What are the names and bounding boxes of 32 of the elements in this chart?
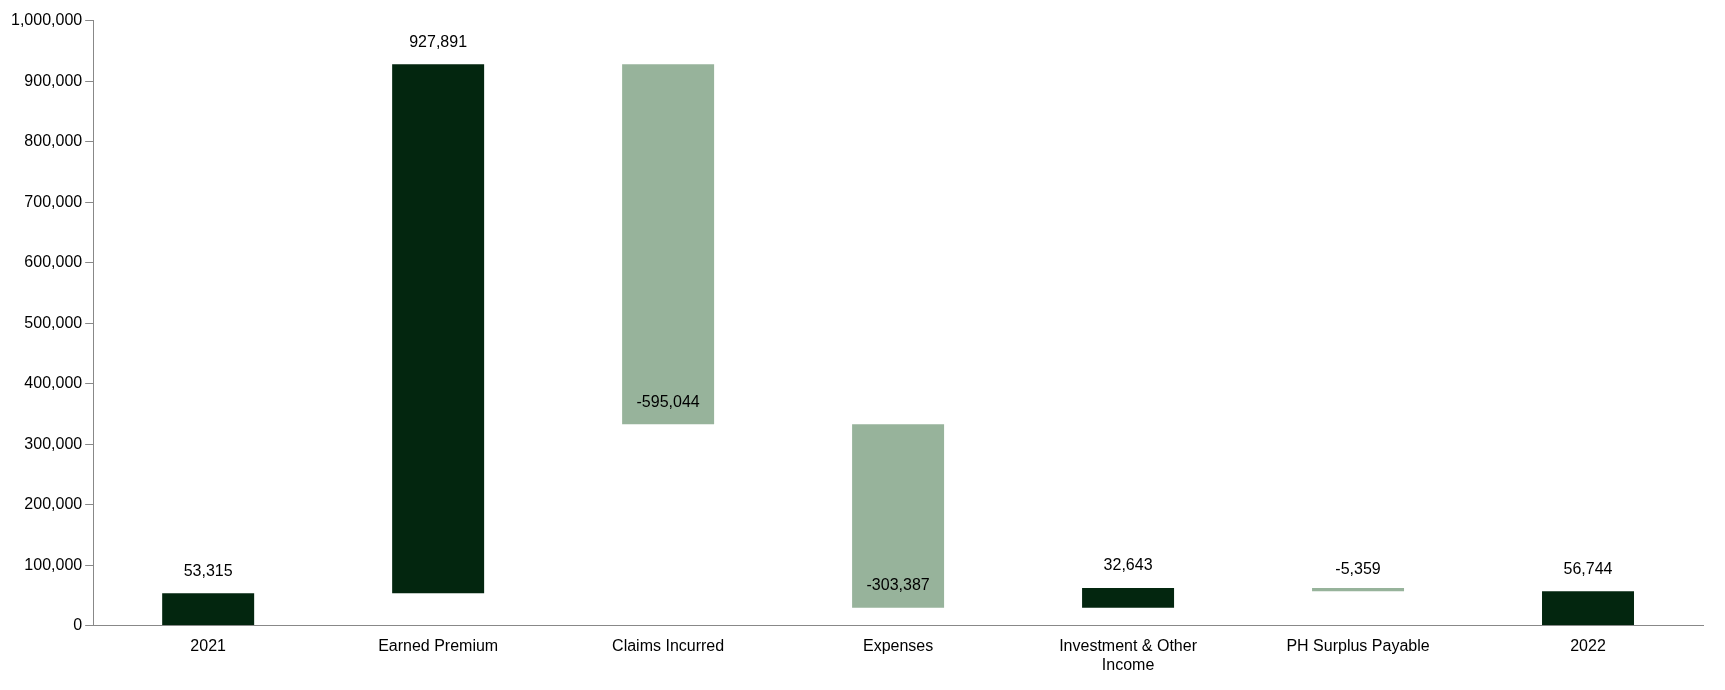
bar — [1312, 588, 1405, 592]
y-tick-label: 100,000 — [24, 555, 83, 573]
bar — [392, 64, 485, 594]
bar — [622, 64, 715, 425]
data-label: 53,315 — [183, 561, 233, 579]
data-label: 927,891 — [409, 32, 468, 50]
x-tick-label: 2021 — [190, 636, 227, 654]
y-tick-label: 1,000,000 — [10, 11, 83, 29]
y-tick-label: 500,000 — [24, 313, 83, 331]
y-tick-label: 700,000 — [24, 192, 83, 210]
y-tick-label: 400,000 — [24, 374, 83, 392]
y-tick-label: 300,000 — [24, 434, 83, 452]
x-tick-label: Earned Premium — [378, 636, 499, 654]
data-label: -5,359 — [1335, 559, 1381, 577]
x-tick-label: Investment & Other Income — [1059, 636, 1198, 673]
bar — [162, 593, 255, 626]
x-tick-label: Expenses — [862, 636, 934, 654]
x-tick-label: Claims Incurred — [612, 636, 725, 654]
x-tick-label: 2022 — [1570, 636, 1606, 654]
bar — [852, 424, 945, 608]
y-tick-label: 200,000 — [24, 495, 83, 513]
data-label: 32,643 — [1103, 556, 1153, 574]
y-tick-label: 600,000 — [24, 253, 83, 271]
y-tick-label: 0 — [73, 616, 83, 634]
y-tick-label: 800,000 — [24, 132, 83, 150]
bar — [1082, 588, 1175, 608]
y-tick-label: 900,000 — [24, 71, 83, 89]
bar — [1542, 591, 1635, 626]
data-label: -595,044 — [636, 392, 700, 410]
x-tick-label: PH Surplus Payable — [1286, 636, 1430, 654]
data-label: 56,744 — [1563, 559, 1613, 577]
data-label: -303,387 — [866, 576, 930, 594]
